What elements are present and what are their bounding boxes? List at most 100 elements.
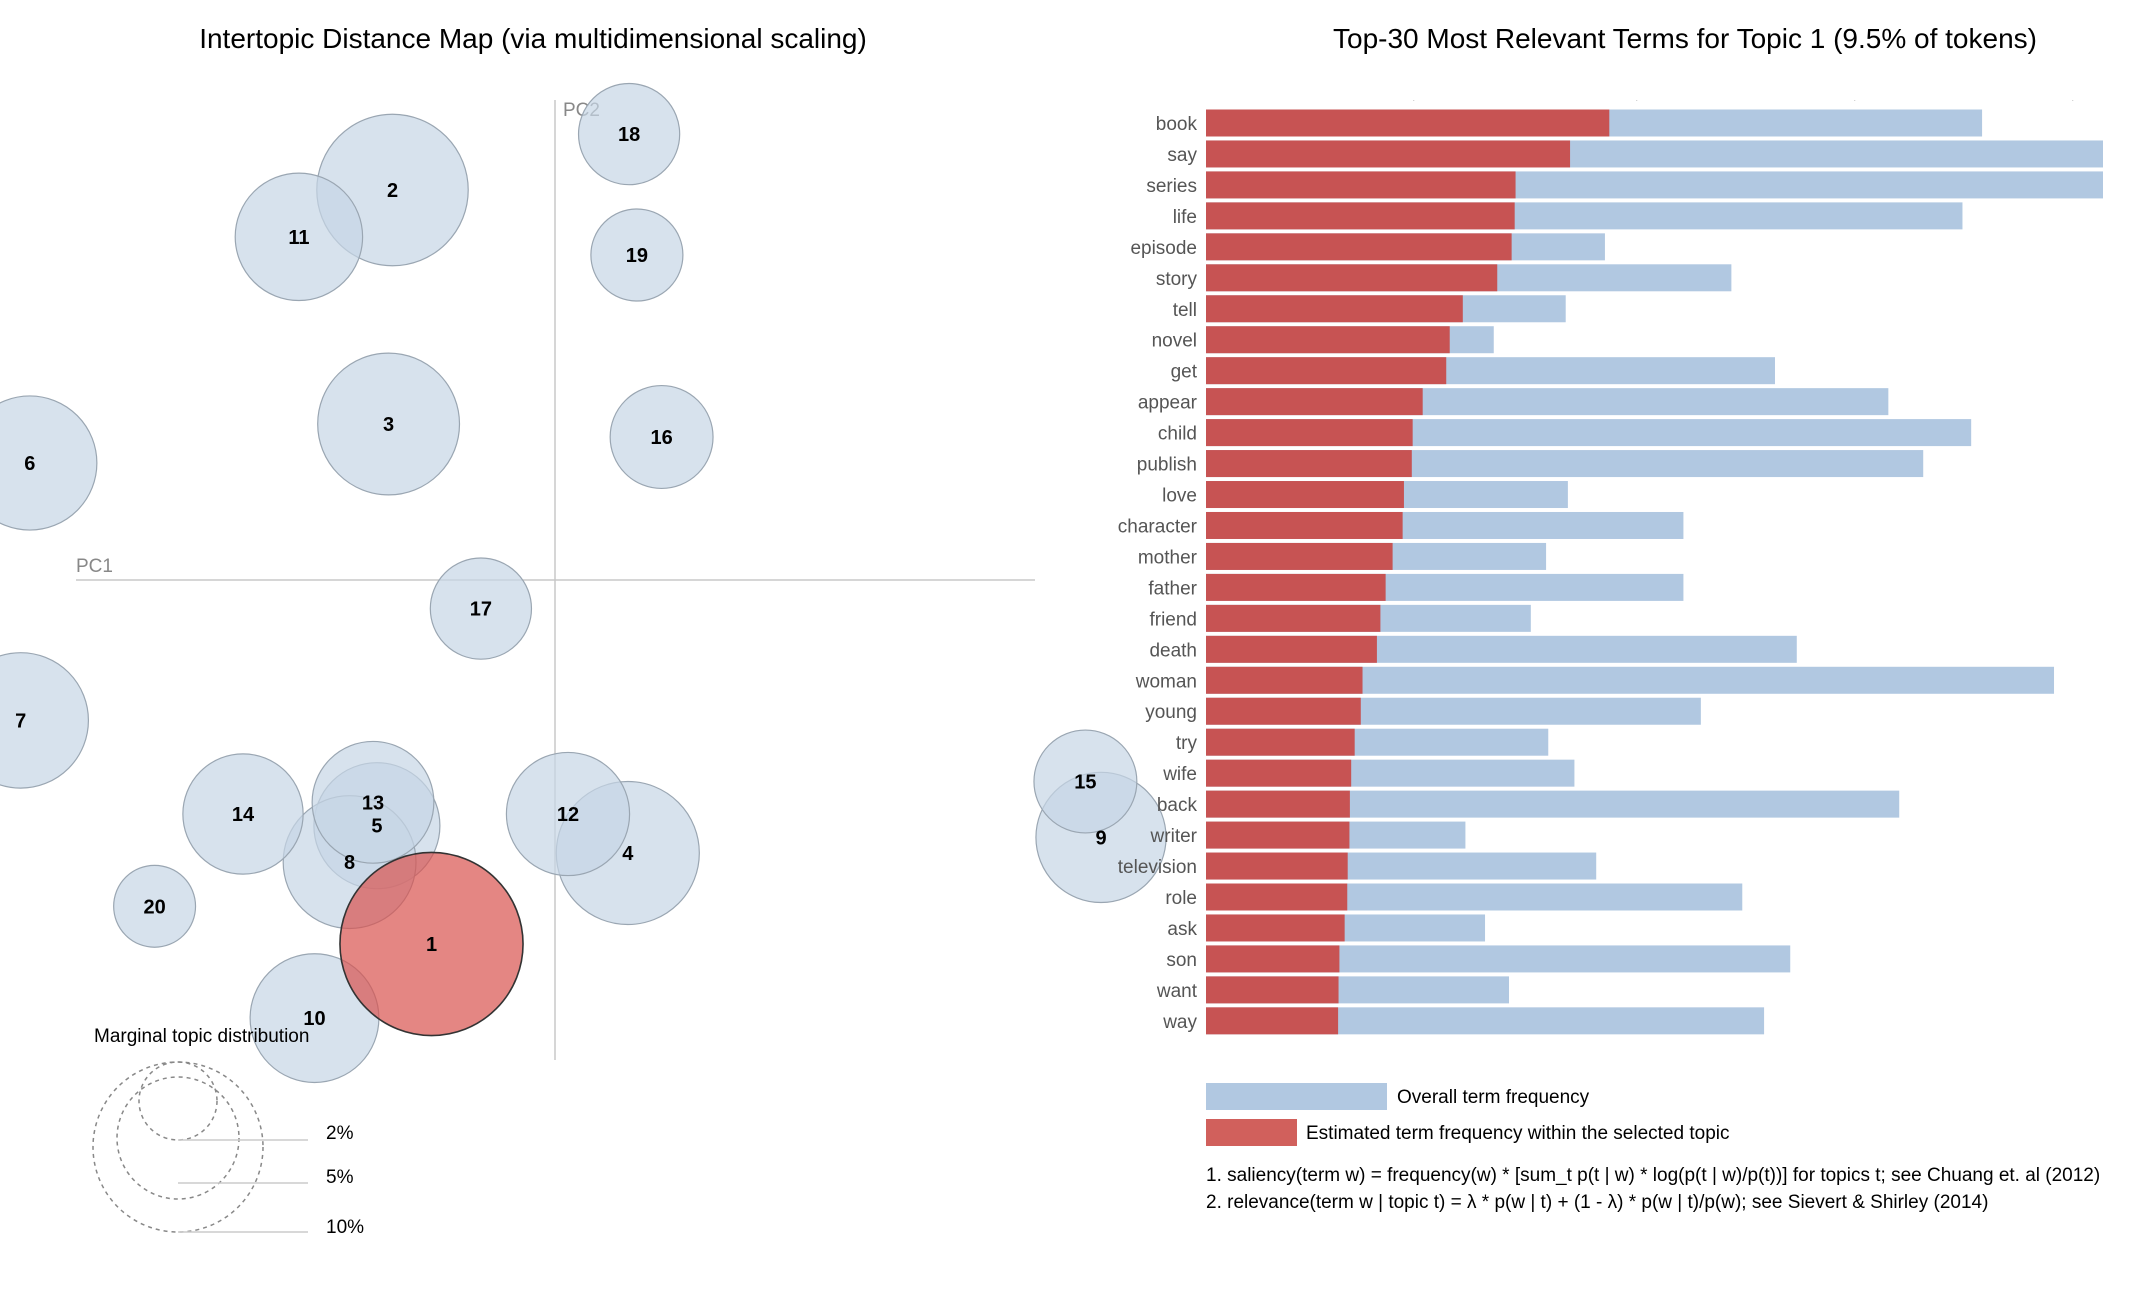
topic-bar-publish[interactable] (1206, 450, 1412, 478)
term-label-son[interactable]: son (1166, 950, 1197, 971)
topic-bubble-7[interactable] (0, 652, 90, 789)
topic-bar-character[interactable] (1206, 511, 1403, 539)
topic-bar-episode[interactable] (1206, 233, 1512, 261)
topic-bar-book[interactable] (1206, 109, 1610, 137)
term-label-book[interactable]: book (1156, 114, 1198, 135)
term-label-child[interactable]: child (1158, 424, 1197, 445)
topic-bubble-6[interactable] (0, 395, 98, 531)
topic-label-6: 6 (24, 453, 35, 475)
saliency-note: 1. saliency(term w) = frequency(w) * [su… (1206, 1165, 2100, 1186)
term-label-want[interactable]: want (1156, 981, 1198, 1002)
topic-bar-young[interactable] (1206, 697, 1361, 725)
topic-bubble-3[interactable] (317, 352, 461, 496)
topic-bar-life[interactable] (1206, 202, 1515, 230)
topic-label-15: 15 (1074, 772, 1096, 794)
term-label-television[interactable]: television (1118, 857, 1197, 878)
marginal-circle-2pct (138, 1061, 218, 1141)
legend-topic-label: Estimated term frequency within the sele… (1306, 1123, 1729, 1144)
topic-bubble-19[interactable] (590, 208, 684, 302)
topic-bubble-14[interactable] (182, 753, 304, 875)
map-title: Intertopic Distance Map (via multidimens… (199, 23, 867, 54)
term-label-novel[interactable]: novel (1152, 331, 1197, 352)
topic-bar-death[interactable] (1206, 635, 1377, 663)
topic-label-18: 18 (618, 124, 640, 146)
topic-bubble-12[interactable] (505, 751, 631, 877)
term-label-get[interactable]: get (1171, 362, 1198, 383)
topic-bar-wife[interactable] (1206, 759, 1352, 787)
legend-topic-swatch (1206, 1119, 1297, 1146)
term-label-episode[interactable]: episode (1130, 238, 1197, 259)
term-label-death[interactable]: death (1149, 640, 1197, 661)
term-label-friend[interactable]: friend (1149, 609, 1197, 630)
topic-bar-role[interactable] (1206, 883, 1348, 911)
marginal-label-10pct: 10% (326, 1217, 364, 1238)
term-label-series[interactable]: series (1146, 176, 1197, 197)
topic-label-16: 16 (650, 427, 672, 449)
topic-bubble-18[interactable] (577, 82, 681, 186)
topic-bubble-13[interactable] (311, 740, 435, 864)
topic-label-5: 5 (371, 816, 382, 838)
topic-label-7: 7 (15, 710, 26, 732)
term-label-tell[interactable]: tell (1173, 300, 1197, 321)
topic-bar-ask[interactable] (1206, 914, 1345, 942)
topic-bar-get[interactable] (1206, 357, 1447, 385)
term-label-back[interactable]: back (1157, 795, 1198, 816)
topic-bubble-17[interactable] (429, 557, 533, 660)
topic-bar-say[interactable] (1206, 140, 1571, 168)
term-label-way[interactable]: way (1162, 1012, 1197, 1033)
topic-bar-novel[interactable] (1206, 326, 1450, 354)
topic-bubble-15[interactable] (1033, 729, 1138, 834)
topic-bar-want[interactable] (1206, 976, 1339, 1004)
topic-bar-love[interactable] (1206, 481, 1404, 509)
topic-bubble-16[interactable] (609, 384, 714, 490)
relevance-note: 2. relevance(term w | topic t) = λ * p(w… (1206, 1192, 1988, 1213)
term-label-appear[interactable]: appear (1138, 393, 1198, 414)
x-tick-2: 10,000 (1614, 82, 1669, 102)
term-label-say[interactable]: say (1167, 145, 1197, 166)
topic-bubble-1[interactable] (339, 851, 524, 1037)
topic-label-10: 10 (303, 1008, 325, 1030)
topic-bar-mother[interactable] (1206, 542, 1393, 570)
term-label-love[interactable]: love (1162, 486, 1197, 507)
x-tick-0: 0 (1206, 82, 1216, 102)
term-label-father[interactable]: father (1148, 578, 1197, 599)
topic-bar-television[interactable] (1206, 852, 1348, 880)
term-label-writer[interactable]: writer (1150, 826, 1198, 847)
topic-bar-series[interactable] (1206, 171, 1516, 199)
term-label-mother[interactable]: mother (1138, 547, 1198, 568)
topic-label-2: 2 (387, 180, 398, 202)
topic-bar-story[interactable] (1206, 264, 1498, 292)
topic-label-3: 3 (383, 414, 394, 436)
topic-bar-back[interactable] (1206, 790, 1350, 818)
term-label-publish[interactable]: publish (1137, 455, 1197, 476)
term-label-young[interactable]: young (1145, 702, 1197, 723)
topic-bubble-11[interactable] (234, 172, 364, 302)
topic-bar-way[interactable] (1206, 1007, 1339, 1035)
topic-bar-tell[interactable] (1206, 295, 1463, 323)
term-label-try[interactable]: try (1176, 733, 1198, 754)
term-label-ask[interactable]: ask (1167, 919, 1197, 940)
topic-bar-son[interactable] (1206, 945, 1340, 973)
term-label-woman[interactable]: woman (1135, 671, 1197, 692)
topic-bubbles (0, 82, 1167, 1084)
topic-bar-woman[interactable] (1206, 666, 1363, 694)
topic-bar-writer[interactable] (1206, 821, 1350, 849)
topic-bar-child[interactable] (1206, 419, 1413, 447)
topic-label-8: 8 (344, 852, 355, 874)
topic-bar-appear[interactable] (1206, 388, 1423, 416)
topic-label-14: 14 (232, 804, 255, 826)
marginal-label-5pct: 5% (326, 1167, 354, 1188)
topic-label-11: 11 (288, 227, 309, 249)
topic-label-9: 9 (1095, 827, 1106, 849)
term-label-life[interactable]: life (1173, 207, 1197, 228)
term-label-wife[interactable]: wife (1162, 764, 1197, 785)
topic-bar-father[interactable] (1206, 573, 1386, 601)
term-label-role[interactable]: role (1165, 888, 1197, 909)
topic-bar-friend[interactable] (1206, 604, 1381, 632)
term-label-story[interactable]: story (1156, 269, 1198, 290)
topic-bar-try[interactable] (1206, 728, 1355, 756)
topic-bubble-20[interactable] (113, 864, 197, 948)
term-label-character[interactable]: character (1118, 516, 1198, 537)
